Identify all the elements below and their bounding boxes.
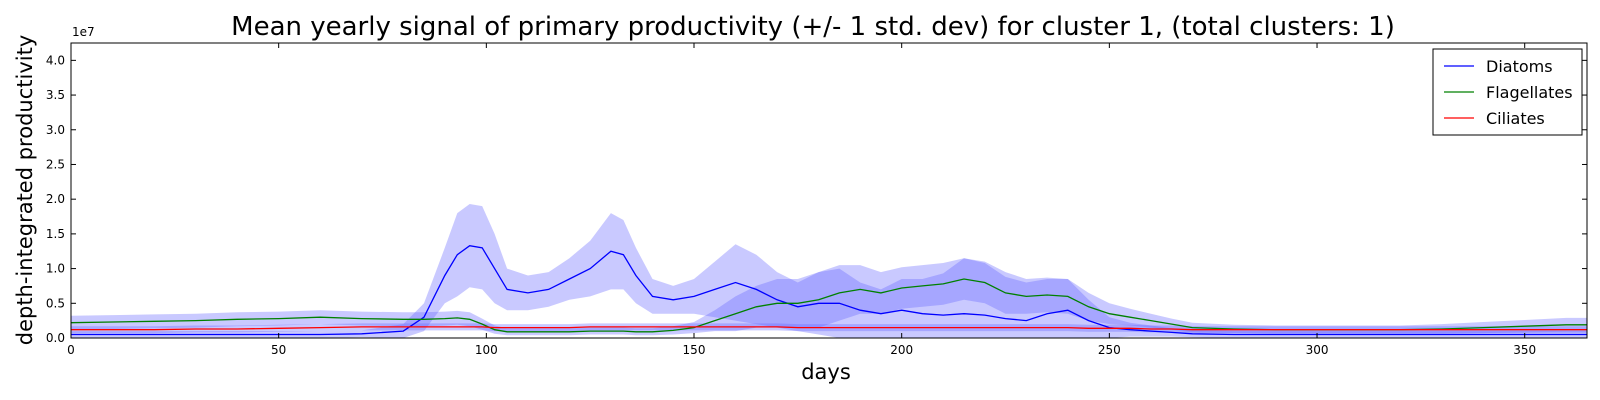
x-tick-label: 100 [475, 343, 498, 357]
chart-title: Mean yearly signal of primary productivi… [231, 12, 1395, 42]
x-tick-label: 250 [1098, 343, 1121, 357]
y-tick-label: 2.0 [46, 192, 65, 206]
x-tick-label: 300 [1306, 343, 1329, 357]
y-tick-label: 0.0 [46, 331, 65, 345]
plot-frame [70, 42, 1588, 339]
series-lines [70, 245, 1587, 336]
x-axis: 0 50 100 150 200 250 300 350 [67, 43, 1536, 357]
x-tick-label: 50 [271, 343, 286, 357]
y-tick-label: 3.5 [46, 88, 65, 102]
y-offset-label: 1e7 [72, 25, 95, 39]
legend-label-ciliates: Ciliates [1486, 109, 1545, 128]
ciliates-line [71, 326, 1587, 331]
legend: Diatoms Flagellates Ciliates [1432, 48, 1583, 136]
legend-label-flagellates: Flagellates [1486, 83, 1573, 102]
x-axis-label: days [801, 360, 851, 384]
y-tick-label: 4.0 [46, 53, 65, 67]
y-axis-label: depth-integrated productivity [13, 35, 37, 346]
legend-label-diatoms: Diatoms [1486, 57, 1553, 76]
y-tick-label: 1.0 [46, 262, 65, 276]
y-tick-label: 0.5 [46, 296, 65, 310]
y-tick-label: 3.0 [46, 123, 65, 137]
flagellates-line [70, 278, 1587, 333]
y-axis: 0.0 0.5 1.0 1.5 2.0 2.5 3.0 3.5 4.0 [46, 53, 1587, 345]
diatoms-std-band [71, 204, 1587, 338]
x-tick-label: 150 [683, 343, 706, 357]
x-tick-label: 200 [890, 343, 913, 357]
y-tick-label: 2.5 [46, 157, 65, 171]
y-tick-label: 1.5 [46, 227, 65, 241]
x-tick-label: 350 [1513, 343, 1536, 357]
x-tick-label: 0 [67, 343, 75, 357]
